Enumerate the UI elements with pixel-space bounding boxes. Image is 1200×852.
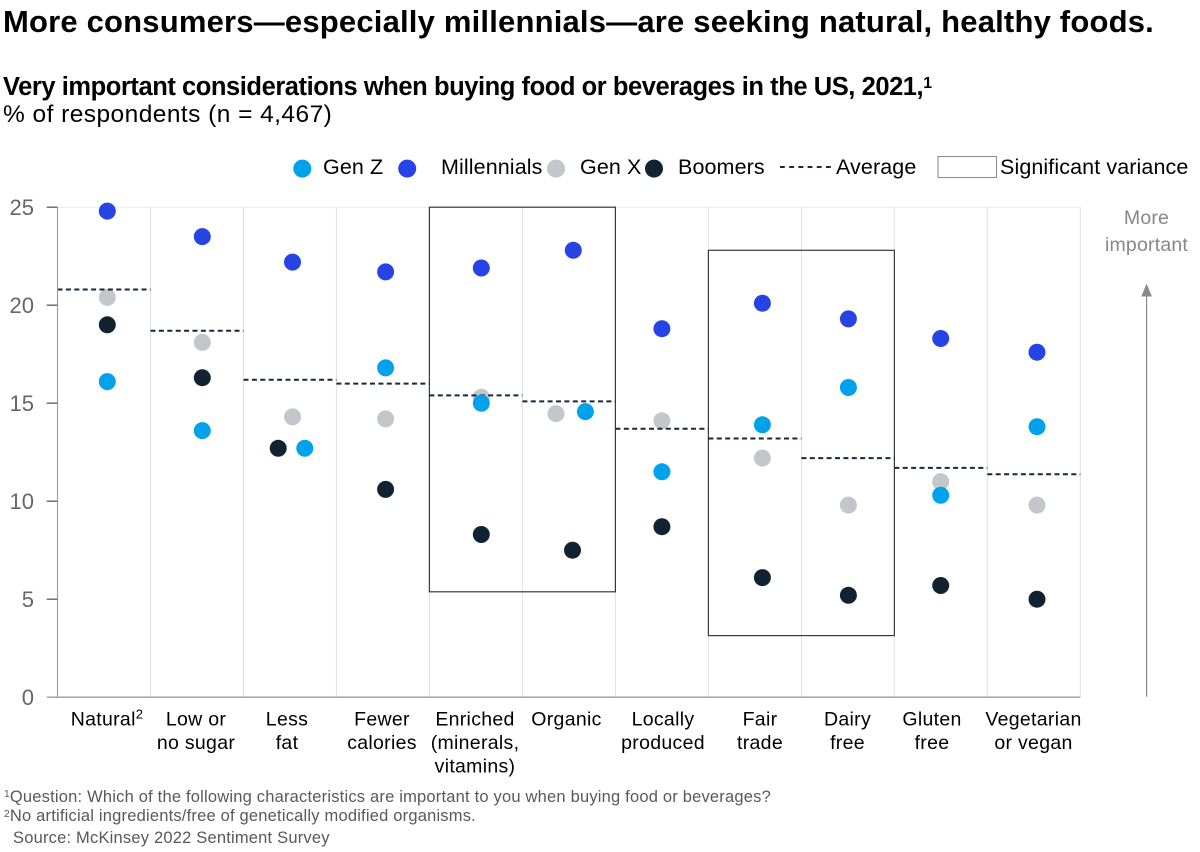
svg-text:25: 25	[10, 195, 34, 220]
svg-text:produced: produced	[621, 732, 705, 754]
svg-text:fat: fat	[276, 732, 299, 754]
svg-text:0: 0	[22, 685, 34, 710]
svg-text:calories: calories	[347, 732, 417, 754]
svg-text:Locally: Locally	[632, 709, 695, 731]
svg-text:Enriched: Enriched	[435, 709, 514, 731]
svg-text:free: free	[915, 732, 950, 754]
svg-text:(minerals,: (minerals,	[431, 732, 520, 754]
svg-text:or vegan: or vegan	[994, 732, 1072, 754]
svg-text:5: 5	[22, 587, 34, 612]
svg-text:Natural2: Natural2	[71, 707, 144, 731]
svg-text:free: free	[830, 732, 865, 754]
svg-text:Vegetarian: Vegetarian	[985, 709, 1081, 731]
svg-text:10: 10	[10, 489, 34, 514]
svg-text:Less: Less	[266, 709, 308, 731]
svg-text:trade: trade	[737, 732, 783, 754]
svg-text:Dairy: Dairy	[824, 709, 871, 731]
svg-text:Gluten: Gluten	[902, 709, 961, 731]
svg-text:vitamins): vitamins)	[435, 755, 516, 777]
svg-text:15: 15	[10, 391, 34, 416]
svg-text:20: 20	[10, 293, 34, 318]
svg-text:Fair: Fair	[743, 709, 778, 731]
svg-text:Fewer: Fewer	[354, 709, 410, 731]
svg-text:Low or: Low or	[166, 709, 227, 731]
svg-text:Organic: Organic	[531, 709, 601, 731]
svg-text:no sugar: no sugar	[157, 732, 235, 754]
